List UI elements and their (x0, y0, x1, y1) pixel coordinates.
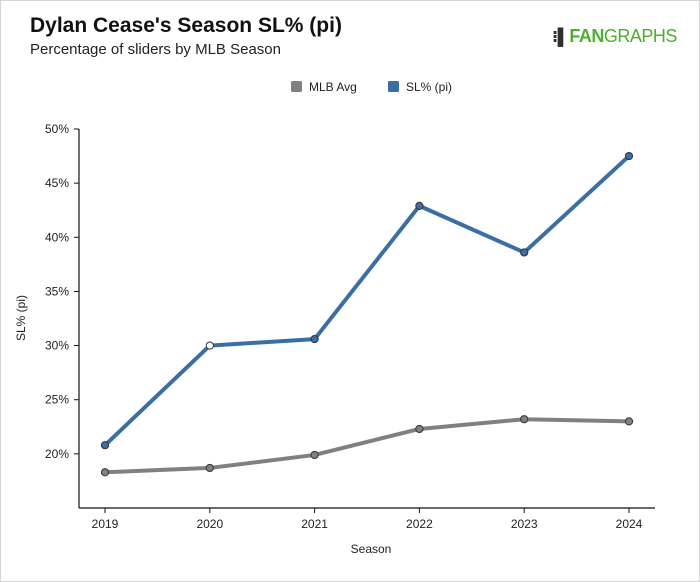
legend-swatch (388, 81, 399, 92)
y-tick-label: 30% (45, 339, 69, 353)
fangraphs-logo-icon: ⁝▌ (552, 28, 569, 46)
y-tick-label: 20% (45, 447, 69, 461)
data-point (415, 424, 424, 434)
legend-label: SL% (pi) (406, 80, 452, 94)
data-point (205, 463, 214, 473)
data-point (415, 201, 424, 210)
x-tick-label: 2020 (196, 517, 223, 531)
logo-fan-text: FAN (569, 26, 604, 46)
data-point (310, 334, 319, 344)
data-point (100, 468, 110, 477)
legend-label: MLB Avg (309, 80, 357, 94)
series-line (103, 154, 631, 448)
y-tick-label: 45% (45, 176, 69, 190)
y-tick-label: 25% (45, 393, 69, 407)
x-tick-label: 2019 (92, 517, 119, 531)
data-point (520, 415, 529, 424)
data-point (624, 417, 634, 426)
chart-title: Dylan Cease's Season SL% (pi) (30, 14, 342, 37)
x-axis-title: Season (351, 542, 392, 556)
fangraphs-logo: ⁝▌ FAN GRAPHS (552, 26, 677, 47)
x-tick-label: 2023 (511, 517, 538, 531)
data-point (100, 441, 110, 450)
legend-swatch (291, 81, 302, 92)
y-tick-label: 35% (45, 284, 69, 298)
data-point (520, 248, 529, 257)
y-tick-label: 40% (45, 230, 69, 244)
x-tick-label: 2024 (616, 517, 643, 531)
y-axis-title: SL% (pi) (14, 295, 28, 341)
series-line (103, 417, 631, 475)
logo-graphs-text: GRAPHS (603, 26, 678, 46)
data-point (310, 450, 319, 460)
y-tick-label: 50% (45, 122, 69, 136)
data-point (624, 151, 634, 161)
chart-subtitle: Percentage of sliders by MLB Season (30, 41, 281, 58)
x-tick-label: 2021 (301, 517, 328, 531)
data-point (205, 341, 214, 350)
x-tick-label: 2022 (406, 517, 433, 531)
